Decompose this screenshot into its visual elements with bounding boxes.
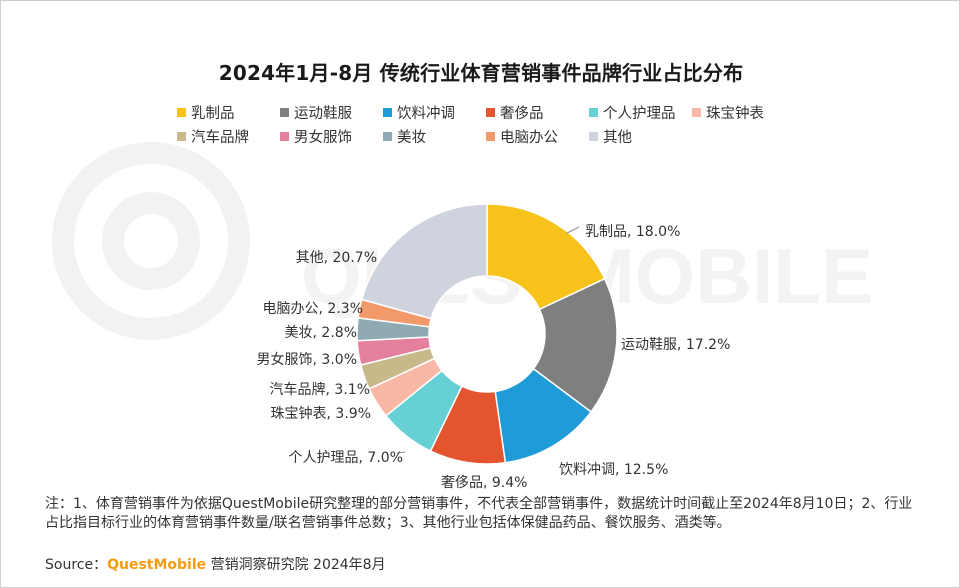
source-prefix: Source： (45, 557, 108, 573)
data-label: 珠宝钟表, 3.9% (271, 405, 371, 422)
legend-label: 运动鞋服 (294, 105, 352, 122)
legend-label: 电脑办公 (500, 129, 558, 146)
leader-line (396, 451, 406, 454)
legend-swatch (589, 131, 598, 141)
legend-item: 汽车品牌 (177, 126, 280, 147)
legend-item: 美妆 (383, 126, 486, 147)
donut-slices (356, 203, 618, 465)
legend-label: 珠宝钟表 (706, 105, 764, 122)
legend-label: 饮料冲调 (397, 105, 455, 122)
donut-slice (360, 203, 488, 320)
legend-row: 汽车品牌 男女服饰 美妆 电脑办公 其他 (177, 124, 797, 148)
legend-row: 乳制品 运动鞋服 饮料冲调 奢侈品 个人护理品 珠宝钟表 (177, 100, 797, 124)
legend-swatch (177, 131, 186, 141)
legend-item: 其他 (589, 126, 692, 147)
data-label: 奢侈品, 9.4% (441, 475, 527, 491)
legend-item: 运动鞋服 (280, 102, 383, 123)
data-label: 汽车品牌, 3.1% (270, 381, 370, 398)
data-label: 其他, 20.7% (296, 250, 377, 266)
donut-slice (532, 277, 618, 414)
legend-label: 乳制品 (191, 105, 235, 122)
legend-swatch (177, 107, 186, 117)
legend-item: 乳制品 (177, 102, 280, 123)
chart-title: 2024年1月-8月 传统行业体育营销事件品牌行业占比分布 (218, 61, 744, 85)
legend-swatch (589, 107, 598, 117)
data-label: 个人护理品, 7.0% (289, 450, 403, 466)
data-labels: 乳制品, 18.0% 运动鞋服, 17.2% 饮料冲调, 12.5% 奢侈品, 9.4… (257, 224, 731, 491)
legend-label: 奢侈品 (500, 105, 544, 122)
legend-label: 男女服饰 (294, 129, 352, 146)
legend-item: 电脑办公 (486, 126, 589, 147)
data-label: 美妆, 2.8% (285, 325, 357, 341)
leader-line (566, 226, 580, 234)
data-label: 乳制品, 18.0% (585, 224, 680, 240)
donut-slice (486, 203, 606, 311)
legend-label: 其他 (603, 129, 632, 146)
data-label: 运动鞋服, 17.2% (621, 337, 730, 353)
legend-swatch (486, 131, 495, 141)
legend-label: 个人护理品 (603, 105, 676, 122)
legend-swatch (383, 131, 392, 141)
data-label: 电脑办公, 2.3% (263, 301, 363, 317)
footnote: 注：1、体育营销事件为依据QuestMobile研究整理的部分营销事件，不代表全… (45, 496, 913, 531)
legend-swatch (486, 107, 495, 117)
legend-swatch (383, 107, 392, 117)
legend-item: 饮料冲调 (383, 102, 486, 123)
chart-legend: 乳制品 运动鞋服 饮料冲调 奢侈品 个人护理品 珠宝钟表汽车品牌 男女服饰 美妆 电脑办公 其他 (177, 100, 797, 148)
legend-item: 珠宝钟表 (692, 102, 795, 123)
legend-label: 汽车品牌 (191, 129, 249, 146)
source-line: Source：QuestMobile 营销洞察研究院 2024年8月 (45, 554, 386, 574)
source-suffix: 营销洞察研究院 2024年8月 (206, 557, 386, 573)
legend-item: 奢侈品 (486, 102, 589, 123)
legend-swatch (280, 107, 289, 117)
legend-swatch (280, 131, 289, 141)
legend-item: 男女服饰 (280, 126, 383, 147)
legend-swatch (692, 107, 701, 117)
data-label: 男女服饰, 3.0% (257, 351, 357, 368)
legend-label: 美妆 (397, 129, 426, 146)
legend-item: 个人护理品 (589, 102, 692, 123)
data-label: 饮料冲调, 12.5% (559, 462, 668, 478)
source-brand: QuestMobile (107, 557, 207, 573)
